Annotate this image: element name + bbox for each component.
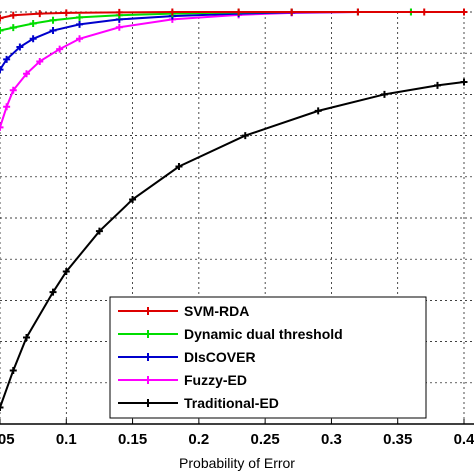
x-tick-label: 0.3	[321, 431, 342, 448]
series-point	[380, 90, 388, 98]
x-tick-label: 0.2	[188, 431, 209, 448]
series-point	[36, 57, 44, 65]
series-traditional-ed	[0, 78, 468, 412]
series-point	[49, 27, 57, 35]
series-point	[241, 132, 249, 140]
series-point	[95, 227, 103, 235]
x-tick-labels: 0.05 0.1 0.15 0.2 0.25 0.3 0.35 0.4	[0, 419, 474, 448]
legend-entry: Dynamic dual threshold	[118, 326, 343, 342]
series-point	[76, 35, 84, 43]
series-point	[433, 81, 441, 89]
x-tick-label: 0.05	[0, 431, 15, 448]
series-point	[9, 366, 17, 374]
series-point	[354, 8, 362, 16]
legend-marker	[144, 353, 152, 361]
legend-entry: Traditional-ED	[118, 395, 279, 411]
series-point	[29, 20, 37, 28]
series-point	[62, 9, 70, 17]
series-point	[175, 163, 183, 170]
series-point	[235, 8, 243, 16]
series-point	[76, 13, 84, 21]
series-point	[115, 23, 123, 31]
series-point	[288, 8, 296, 16]
series-point	[9, 86, 17, 94]
series-point	[460, 78, 468, 86]
series-point	[76, 20, 84, 28]
x-tick-label: 0.1	[56, 431, 77, 448]
legend-entry: Fuzzy-ED	[118, 372, 247, 388]
series-point	[3, 103, 11, 111]
legend-label: DIsCOVER	[184, 349, 256, 365]
series-point	[23, 70, 31, 78]
series-point	[314, 107, 322, 115]
series-point	[168, 8, 176, 16]
legend-entry: DIsCOVER	[118, 349, 256, 365]
series-point	[9, 24, 17, 32]
series-point	[56, 45, 64, 53]
series-point	[460, 8, 468, 16]
legend-marker	[144, 307, 152, 315]
series-point	[420, 8, 428, 16]
series-point	[0, 27, 4, 35]
data-series	[0, 8, 468, 412]
series-point	[49, 288, 57, 296]
legend-items: SVM-RDA Dynamic dual threshold DIsCOVER Fuz…	[118, 303, 343, 411]
series-point	[129, 195, 137, 203]
series-point	[0, 66, 4, 74]
legend-marker	[144, 399, 152, 407]
series-point	[29, 35, 37, 43]
series-point	[16, 43, 24, 51]
x-tick-label: 0.15	[118, 431, 147, 448]
x-tick-label: 0.4	[454, 431, 474, 448]
series-svm-rda	[0, 8, 468, 22]
series-point	[0, 123, 4, 131]
series-point	[23, 333, 31, 341]
series-point	[49, 16, 57, 24]
series-point	[36, 10, 44, 18]
series-point	[62, 268, 70, 276]
legend: SVM-RDA Dynamic dual threshold DIsCOVER Fuz…	[109, 296, 427, 419]
legend-marker	[144, 376, 152, 384]
x-tick-label: 0.25	[251, 431, 280, 448]
legend-label: Dynamic dual threshold	[184, 326, 343, 342]
legend-label: SVM-RDA	[184, 303, 249, 319]
legend-label: Traditional-ED	[184, 395, 279, 411]
series-point	[3, 55, 11, 63]
x-axis-label: Probability of Error	[179, 455, 295, 471]
series-point	[115, 8, 123, 16]
series-point	[9, 11, 17, 19]
legend-entry: SVM-RDA	[118, 303, 249, 319]
series-point	[0, 14, 4, 22]
legend-label: Fuzzy-ED	[184, 372, 247, 388]
x-tick-label: 0.35	[383, 431, 412, 448]
series-point	[0, 404, 4, 412]
legend-marker	[144, 330, 152, 338]
